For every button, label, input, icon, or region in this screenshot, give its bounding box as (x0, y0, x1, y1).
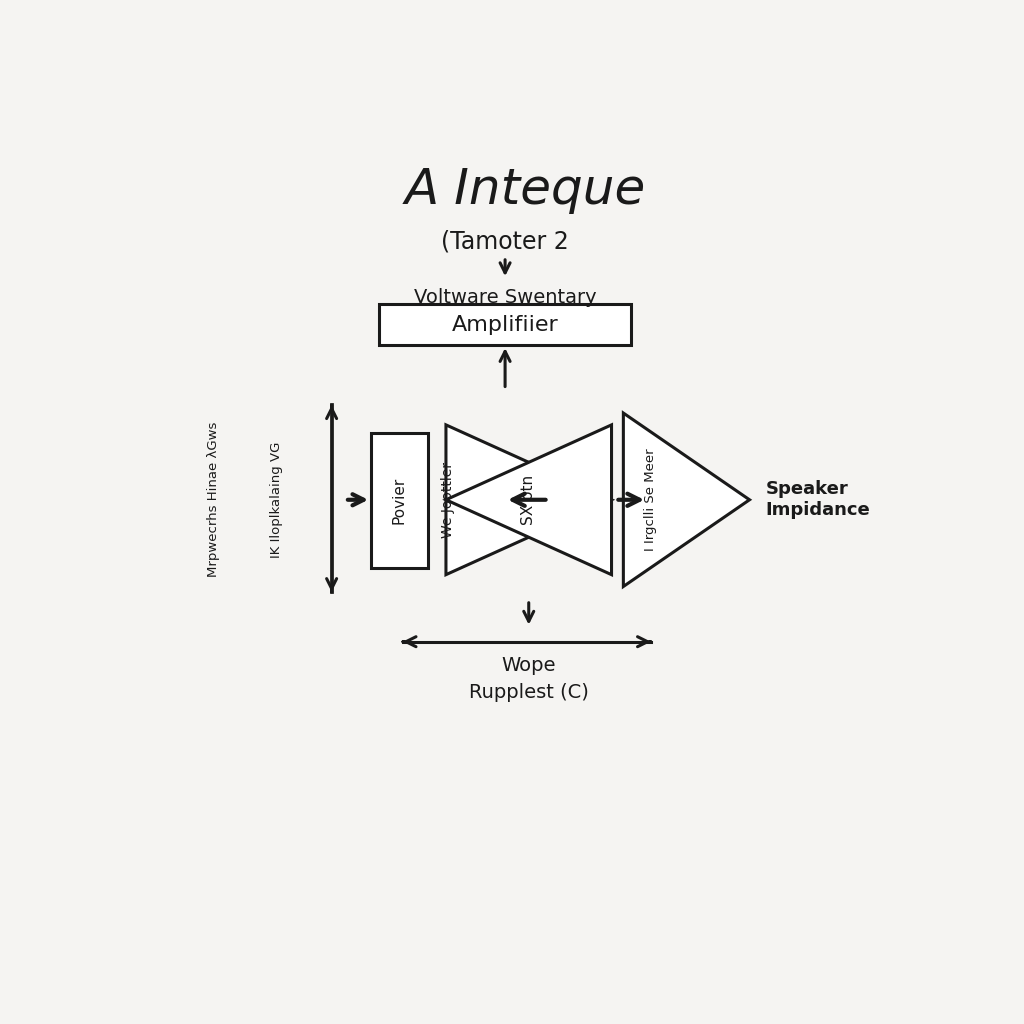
Text: A Inteque: A Inteque (404, 166, 645, 214)
Polygon shape (624, 413, 750, 587)
Text: Voltware Swentary: Voltware Swentary (414, 289, 596, 307)
Text: We Joottler: We Joottler (440, 462, 455, 538)
Text: SX otn: SX otn (521, 475, 537, 525)
Polygon shape (446, 425, 611, 574)
Text: I Irgclli Se Meer: I Irgclli Se Meer (644, 449, 657, 551)
Text: Wope: Wope (502, 655, 556, 675)
Text: Mrpwecrhs Hinae λGws: Mrpwecrhs Hinae λGws (207, 422, 220, 578)
Text: (Tamoter 2: (Tamoter 2 (441, 229, 569, 253)
Bar (379, 304, 631, 345)
Polygon shape (446, 425, 611, 574)
Text: Rupplest (C): Rupplest (C) (469, 683, 589, 701)
Text: Amplifiier: Amplifiier (452, 314, 558, 335)
Text: Povier: Povier (392, 477, 407, 524)
Bar (371, 433, 428, 568)
Text: Speaker
Impidance: Speaker Impidance (765, 480, 870, 519)
Text: IK Iloplkalaing VG: IK Iloplkalaing VG (270, 441, 283, 558)
